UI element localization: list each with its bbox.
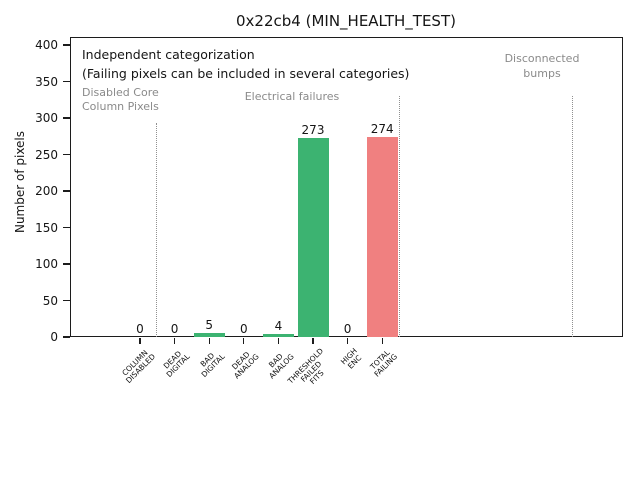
x-tick-mark [277,338,280,344]
y-tick-mark [63,153,70,156]
y-tick-label: 200 [35,184,58,198]
y-tick-label: 350 [35,74,58,89]
y-tick-label: 50 [42,293,58,308]
y-tick-mark [63,226,70,229]
x-tick-label: TOTAL FAILING [368,348,400,379]
bar-value-label: 4 [274,319,283,334]
bar-value-label: 5 [205,318,214,333]
y-tick-label: 100 [35,257,58,271]
section-label-electrical-failures: Electrical failures [244,90,340,103]
y-tick-mark [63,190,70,192]
y-tick-label: 0 [50,330,58,344]
chart-title: 0x22cb4 (MIN_HEALTH_TEST) [236,12,456,30]
bar [366,136,398,337]
bar-value-label: 0 [136,322,144,336]
x-tick-mark [381,338,383,344]
bar-value-label: 0 [170,322,179,336]
y-tick-label: 400 [35,38,58,52]
bar-value-label: 0 [239,322,248,336]
x-tick-label: HIGH ENC [339,346,364,371]
x-tick-mark [173,338,176,344]
section-label-disconnected-bumps: Disconnected bumps [504,52,580,80]
annotation-independent-categorization: Independent categorization [82,47,255,62]
x-tick-label: DEAD DIGITAL [161,349,193,380]
y-tick-mark [63,80,70,83]
bar [297,137,329,337]
section-separator-line [156,123,158,337]
y-tick-label: 150 [35,220,58,235]
x-tick-mark [346,338,349,344]
y-tick-label: 250 [35,147,58,162]
y-tick-mark [63,263,70,265]
y-tick-mark [63,299,70,302]
y-tick-label: 300 [35,111,58,125]
bar-value-label: 273 [301,122,325,137]
section-label-disabled-core-column-pixels: Disabled Core Column Pixels [82,86,159,113]
y-tick-mark [63,117,70,119]
x-tick-mark [243,338,245,344]
plot-area [70,37,623,337]
section-separator-line [398,96,400,337]
y-tick-mark [63,336,70,338]
x-tick-mark [139,338,141,344]
section-separator-line [571,96,573,337]
x-tick-label: BAD DIGITAL [198,350,227,380]
y-axis-label: Number of pixels [13,130,27,234]
x-tick-label: DEAD ANALOG [230,349,262,381]
bar [262,334,294,337]
bar-value-label: 274 [370,121,394,136]
bar-value-label: 0 [343,322,352,336]
annotation-failing-pixels-note: (Failing pixels can be included in sever… [82,66,410,81]
x-tick-mark [208,338,210,344]
x-tick-label: COLUMN DISABLED [120,348,158,386]
x-tick-mark [312,338,314,344]
y-tick-mark [63,44,70,46]
bar [193,333,225,337]
